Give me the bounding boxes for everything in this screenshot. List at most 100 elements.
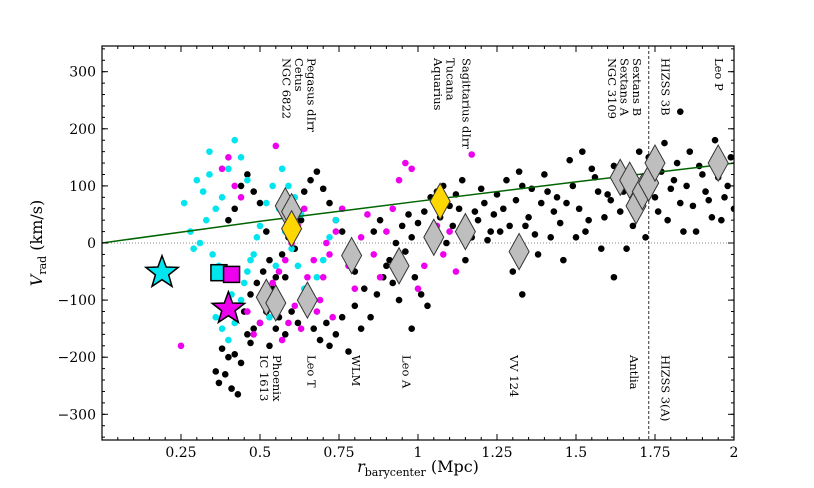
point-magenta — [351, 285, 359, 292]
point-magenta — [218, 165, 226, 173]
square-magenta — [222, 265, 241, 284]
point-black — [389, 279, 397, 287]
point-black — [474, 216, 482, 224]
galaxy-label-bottom: Leo A — [399, 355, 413, 389]
point-magenta — [285, 319, 292, 327]
point-magenta — [332, 228, 340, 235]
point-black — [616, 208, 624, 215]
point-cyan — [237, 154, 245, 161]
point-black — [402, 248, 409, 255]
x-tick-label: 0.75 — [323, 445, 354, 461]
point-magenta — [402, 159, 409, 167]
point-magenta — [231, 182, 239, 190]
point-black — [288, 308, 295, 315]
point-black — [411, 273, 419, 281]
point-black — [313, 168, 321, 175]
point-black — [272, 325, 280, 332]
point-black — [250, 325, 257, 332]
diamond-gray — [388, 246, 410, 285]
point-black — [244, 331, 251, 338]
point-magenta — [329, 313, 336, 321]
point-black — [500, 205, 507, 213]
point-black — [484, 236, 491, 244]
point-cyan — [326, 233, 333, 241]
point-black — [661, 139, 668, 147]
point-black — [367, 313, 374, 321]
y-tick-label: −300 — [58, 407, 96, 423]
point-magenta — [275, 268, 283, 275]
point-black — [300, 188, 308, 195]
point-black — [601, 214, 608, 221]
point-black — [560, 256, 567, 264]
point-black — [414, 219, 422, 227]
point-cyan — [218, 325, 226, 332]
point-cyan — [212, 205, 220, 213]
point-magenta — [421, 262, 428, 270]
point-black — [515, 168, 523, 175]
point-black — [231, 205, 239, 213]
point-cyan — [285, 182, 292, 190]
point-black — [319, 185, 327, 193]
point-black — [541, 171, 548, 178]
point-cyan — [237, 296, 245, 304]
point-black — [670, 176, 678, 184]
point-magenta — [408, 165, 415, 173]
point-black — [553, 194, 561, 201]
point-cyan — [313, 273, 321, 281]
point-black — [370, 228, 378, 235]
point-black — [338, 313, 346, 321]
point-magenta — [383, 228, 390, 235]
point-black — [635, 148, 643, 155]
point-black — [582, 228, 589, 235]
point-black — [471, 208, 479, 215]
point-cyan — [231, 136, 239, 144]
galaxy-label-top: HIZSS 3B — [658, 58, 672, 116]
point-black — [244, 171, 251, 178]
point-magenta — [357, 233, 365, 241]
point-cyan — [244, 268, 251, 275]
point-cyan — [225, 336, 232, 344]
point-black — [231, 351, 239, 358]
galaxy-label-top: Sextans B — [630, 58, 644, 116]
point-black — [281, 273, 289, 281]
diamond-gray — [296, 281, 318, 320]
galaxy-label-bottom: Antlia — [627, 354, 641, 390]
point-cyan — [240, 279, 248, 287]
point-black — [477, 185, 485, 193]
point-black — [376, 216, 384, 224]
point-black — [607, 196, 615, 204]
point-black — [594, 188, 602, 195]
point-magenta — [446, 228, 453, 235]
point-black — [481, 199, 488, 207]
point-black — [383, 262, 390, 270]
point-black — [537, 199, 545, 207]
point-black — [702, 188, 709, 195]
star-magenta — [210, 289, 247, 325]
point-black — [237, 182, 245, 190]
point-black — [408, 325, 415, 332]
point-black — [585, 216, 592, 224]
point-black — [228, 385, 235, 392]
point-black — [405, 211, 412, 218]
point-cyan — [272, 262, 280, 270]
point-black — [531, 231, 539, 238]
point-black — [373, 291, 381, 298]
point-cyan — [266, 313, 273, 321]
point-black — [721, 194, 728, 201]
point-black — [512, 196, 520, 204]
point-black — [667, 185, 675, 193]
x-axis-title-unit: (Mpc) — [426, 457, 479, 476]
x-tick-label: 0.25 — [165, 445, 196, 461]
galaxy-label-bottom: IC 1613 — [257, 355, 271, 401]
x-axis-title-main: r — [357, 457, 366, 476]
point-magenta — [439, 251, 447, 258]
diamond-gold — [429, 182, 451, 221]
point-black — [458, 176, 466, 184]
point-black — [360, 285, 368, 292]
diamond-gray — [265, 283, 287, 322]
x-tick-label: 0.5 — [249, 445, 271, 461]
point-black — [654, 208, 662, 215]
point-black — [676, 108, 684, 115]
point-black — [525, 214, 532, 221]
point-cyan — [269, 182, 276, 190]
